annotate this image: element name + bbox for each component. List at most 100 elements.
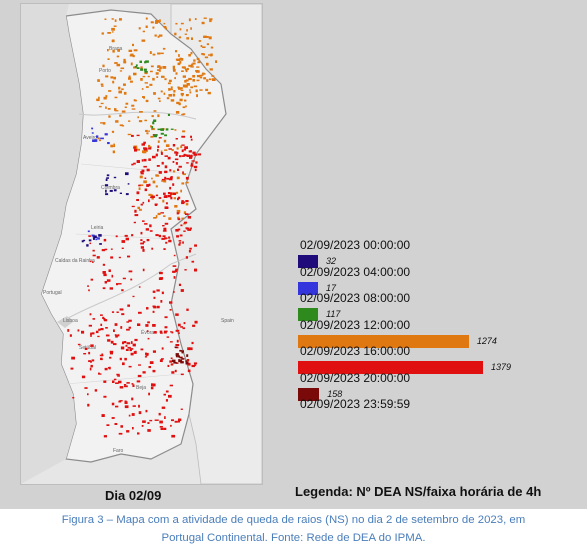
strike-mark — [165, 202, 168, 205]
strike-mark — [98, 139, 101, 142]
strike-mark — [103, 318, 106, 321]
strike-mark — [113, 378, 117, 381]
strike-mark — [178, 243, 181, 246]
strike-mark — [161, 291, 164, 295]
strike-mark — [149, 146, 152, 149]
strike-mark — [193, 165, 198, 169]
strike-mark — [155, 174, 160, 177]
strike-mark — [196, 75, 201, 78]
strike-mark — [141, 88, 144, 90]
strike-mark — [146, 168, 150, 172]
strike-mark — [175, 329, 180, 332]
strike-mark — [120, 425, 123, 428]
strike-mark — [111, 27, 115, 31]
strike-mark — [133, 49, 138, 52]
strike-mark — [187, 216, 192, 219]
legend-slot-time: 02/09/2023 20:00:00 — [300, 370, 411, 385]
strike-mark — [108, 90, 112, 92]
strike-mark — [205, 88, 209, 91]
strike-mark — [96, 256, 100, 259]
strike-mark — [100, 137, 104, 140]
strike-mark — [165, 144, 170, 147]
strike-mark — [147, 75, 150, 78]
strike-mark — [168, 236, 171, 239]
strike-mark — [189, 89, 191, 91]
strike-mark — [207, 91, 211, 95]
strike-mark — [141, 143, 145, 146]
strike-mark — [128, 77, 132, 80]
strike-mark — [182, 327, 186, 330]
strike-mark — [108, 269, 111, 272]
strike-mark — [195, 89, 198, 93]
strike-mark — [94, 389, 98, 392]
strike-mark — [157, 97, 161, 100]
strike-mark — [152, 180, 156, 184]
strike-mark — [166, 97, 170, 100]
strike-mark — [163, 427, 167, 430]
strike-mark — [116, 63, 121, 67]
strike-mark — [184, 213, 189, 215]
strike-mark — [124, 357, 127, 361]
strike-mark — [206, 79, 209, 82]
strike-mark — [131, 108, 136, 110]
strike-mark — [168, 94, 172, 97]
strike-mark — [166, 336, 170, 338]
strike-mark — [141, 39, 146, 42]
strike-mark — [97, 79, 100, 82]
strike-mark — [138, 404, 140, 408]
strike-mark — [121, 313, 125, 316]
strike-mark — [151, 197, 154, 200]
strike-mark — [116, 55, 120, 58]
strike-mark — [206, 43, 209, 46]
legend-slot-time: 02/09/2023 00:00:00 — [300, 238, 411, 252]
strike-mark — [91, 332, 95, 335]
strike-mark — [103, 380, 107, 383]
strike-mark — [121, 240, 126, 243]
strike-mark — [194, 168, 197, 172]
strike-mark — [107, 49, 109, 52]
strike-mark — [106, 424, 110, 426]
strike-mark — [167, 156, 171, 160]
strike-mark — [164, 27, 167, 30]
strike-mark — [145, 86, 149, 88]
strike-mark — [164, 206, 168, 209]
strike-mark — [142, 75, 146, 78]
strike-mark — [181, 70, 184, 72]
strike-mark — [159, 330, 163, 333]
strike-mark — [151, 127, 155, 131]
district-border-1 — [80, 163, 192, 175]
strike-mark — [150, 135, 154, 138]
strike-mark — [148, 130, 150, 132]
strike-mark — [104, 133, 108, 136]
strike-mark — [179, 349, 182, 352]
strike-mark — [152, 383, 156, 387]
strike-mark — [118, 256, 121, 259]
strike-mark — [169, 88, 173, 91]
strike-mark — [162, 235, 166, 237]
strike-mark — [194, 320, 198, 324]
strike-mark — [186, 83, 190, 86]
strike-mark — [211, 75, 215, 77]
strike-mark — [183, 223, 186, 225]
strike-mark — [131, 234, 134, 237]
strike-mark — [133, 99, 136, 102]
strike-mark — [133, 72, 137, 76]
strike-mark — [138, 184, 141, 187]
strike-mark — [170, 196, 173, 200]
legend-slot-time: 02/09/2023 08:00:00 — [300, 291, 411, 305]
strike-mark — [186, 67, 189, 71]
strike-mark — [204, 56, 209, 59]
strike-mark — [139, 184, 144, 187]
strike-mark — [119, 114, 122, 117]
strike-mark — [183, 148, 187, 151]
strike-mark — [130, 352, 134, 356]
strike-mark — [209, 18, 213, 21]
strike-mark — [161, 75, 165, 78]
strike-mark — [103, 96, 107, 100]
strike-mark — [151, 177, 153, 180]
strike-mark — [160, 332, 163, 334]
strike-mark — [93, 235, 97, 238]
strike-mark — [110, 144, 114, 148]
strike-mark — [123, 60, 127, 64]
strike-mark — [173, 90, 176, 93]
